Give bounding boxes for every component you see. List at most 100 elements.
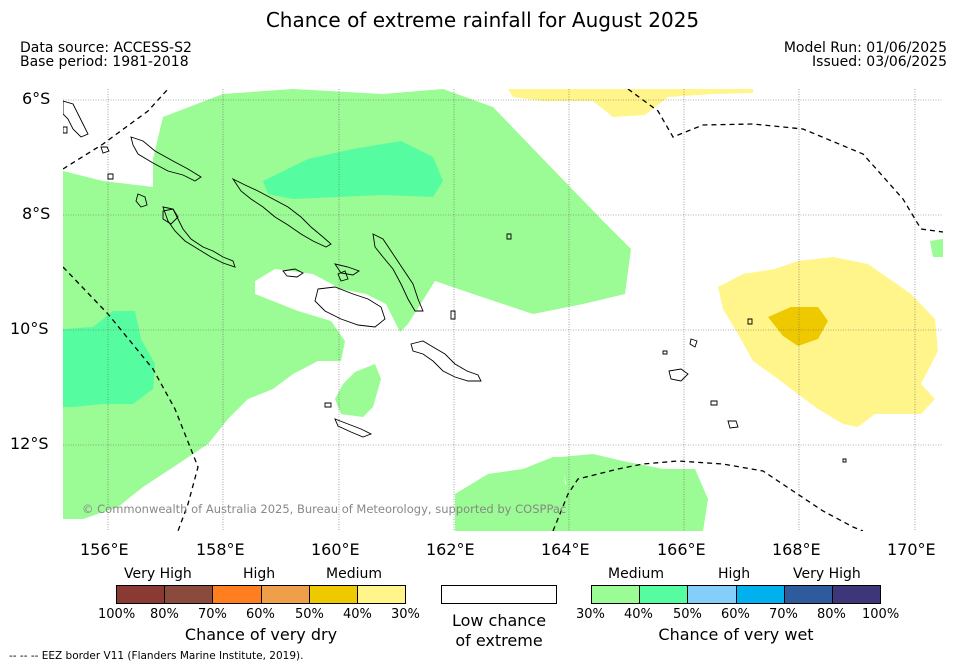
lon-label-158e: 158°E	[196, 540, 245, 559]
neutral-swatch	[441, 585, 557, 604]
wet-level-high: High	[718, 566, 751, 582]
lon-label-168e: 168°E	[772, 540, 821, 559]
island-small-7	[107, 173, 114, 180]
island-ontong	[506, 233, 512, 240]
island-kolombangara	[162, 208, 179, 225]
island-small-5	[747, 318, 753, 325]
wet-medium-region-southeast	[561, 454, 708, 531]
dry-colorbar	[116, 585, 406, 604]
wet-swatch	[592, 586, 641, 603]
lon-label-156e: 156°E	[80, 540, 129, 559]
dry-level-medium: Medium	[326, 566, 382, 582]
lon-label-164e: 164°E	[541, 540, 590, 559]
map-title: Chance of extreme rainfall for August 20…	[265, 8, 700, 32]
eez-border-note: -- -- -- EEZ border V11 (Flanders Marine…	[9, 650, 304, 662]
island-small-6	[842, 458, 847, 463]
wet-high-region-west	[63, 311, 155, 407]
island-small-1	[450, 310, 456, 320]
wet-tick: 40%	[624, 607, 653, 622]
island-vanikoro	[727, 420, 739, 429]
island-small-west	[100, 146, 110, 154]
data-source: Data source: ACCESS-S2	[20, 40, 192, 56]
island-small-3	[710, 400, 718, 406]
neutral-legend-title: Low chance of extreme	[425, 611, 573, 651]
wet-tick: 50%	[673, 607, 702, 622]
issued-date: Issued: 03/06/2025	[812, 54, 947, 70]
dry-medium-region-east	[718, 257, 938, 427]
model-run-block: Model Run: 01/06/2025 Issued: 03/06/2025	[784, 41, 947, 69]
wet-high-region-north	[263, 141, 443, 199]
wet-legend-title: Chance of very wet	[658, 625, 814, 644]
island-makira	[337, 270, 349, 282]
dry-swatch	[357, 586, 406, 603]
island-guadalcanal	[314, 286, 386, 328]
lon-label-170e: 170°E	[887, 540, 936, 559]
island-new-georgia	[162, 206, 236, 268]
dry-tick: 40%	[343, 607, 372, 622]
island-northwest	[63, 100, 89, 138]
wet-swatch	[784, 586, 833, 603]
lat-label-8s: 8°S	[22, 204, 51, 223]
island-small-2	[662, 350, 668, 355]
wet-medium-region-west	[63, 89, 631, 519]
wet-tick: 60%	[721, 607, 750, 622]
dry-swatch	[165, 586, 214, 603]
dry-high-region-east	[768, 307, 828, 346]
dry-swatch	[117, 586, 166, 603]
dry-tick: 30%	[391, 607, 420, 622]
island-malaita	[410, 340, 482, 382]
wet-level-very-high: Very High	[793, 566, 861, 582]
island-russell	[282, 268, 304, 278]
wet-swatch	[640, 586, 689, 603]
copyright-notice: © Commonwealth of Australia 2025, Bureau…	[82, 502, 567, 516]
wet-medium-region-east	[930, 239, 943, 257]
dry-legend-title: Chance of very dry	[184, 625, 338, 644]
dry-tick: 70%	[198, 607, 227, 622]
island-vella	[135, 193, 148, 208]
island-rennell	[334, 418, 373, 438]
neutral-title-line2: of extreme	[455, 631, 543, 650]
island-bougainville-area	[130, 136, 202, 182]
dry-tick: 60%	[246, 607, 275, 622]
lon-label-166e: 166°E	[657, 540, 706, 559]
wet-colorbar	[591, 585, 881, 604]
island-small-8	[63, 126, 68, 134]
graticule	[63, 89, 943, 531]
island-bellona	[324, 402, 332, 408]
dry-tick: 80%	[150, 607, 179, 622]
rainfall-map	[63, 89, 943, 531]
lat-label-12s: 12°S	[10, 434, 49, 453]
island-santa-isabel	[372, 233, 424, 312]
dry-level-very-high: Very High	[124, 566, 192, 582]
island-choiseul	[231, 177, 332, 248]
data-source-block: Data source: ACCESS-S2 Base period: 1981…	[20, 41, 192, 69]
base-period: Base period: 1981-2018	[20, 54, 189, 70]
model-run: Model Run: 01/06/2025	[783, 40, 947, 56]
neutral-title-line1: Low chance	[451, 611, 547, 630]
lon-label-160e: 160°E	[311, 540, 360, 559]
dry-swatch	[309, 586, 358, 603]
wet-swatch	[688, 586, 737, 603]
dry-tick: 50%	[295, 607, 324, 622]
dry-level-high: High	[243, 566, 276, 582]
wet-tick: 30%	[576, 607, 605, 622]
coastlines	[63, 100, 847, 463]
wet-medium-region-small	[335, 364, 381, 417]
island-nggela	[333, 263, 360, 276]
wet-level-medium: Medium	[608, 566, 664, 582]
dry-swatch	[261, 586, 310, 603]
lon-label-162e: 162°E	[426, 540, 475, 559]
island-small-4	[689, 338, 698, 348]
dry-swatch	[213, 586, 262, 603]
dry-tick: 100%	[98, 607, 136, 622]
wet-tick: 80%	[817, 607, 846, 622]
wet-medium-region-south	[455, 457, 593, 531]
wet-tick: 100%	[862, 607, 900, 622]
island-santa-cruz	[668, 368, 689, 382]
wet-swatch	[832, 586, 881, 603]
eez-borders	[63, 89, 943, 531]
wet-swatch	[736, 586, 785, 603]
wet-tick: 70%	[769, 607, 798, 622]
lat-label-10s: 10°S	[10, 319, 49, 338]
lat-label-6s: 6°S	[22, 89, 51, 108]
